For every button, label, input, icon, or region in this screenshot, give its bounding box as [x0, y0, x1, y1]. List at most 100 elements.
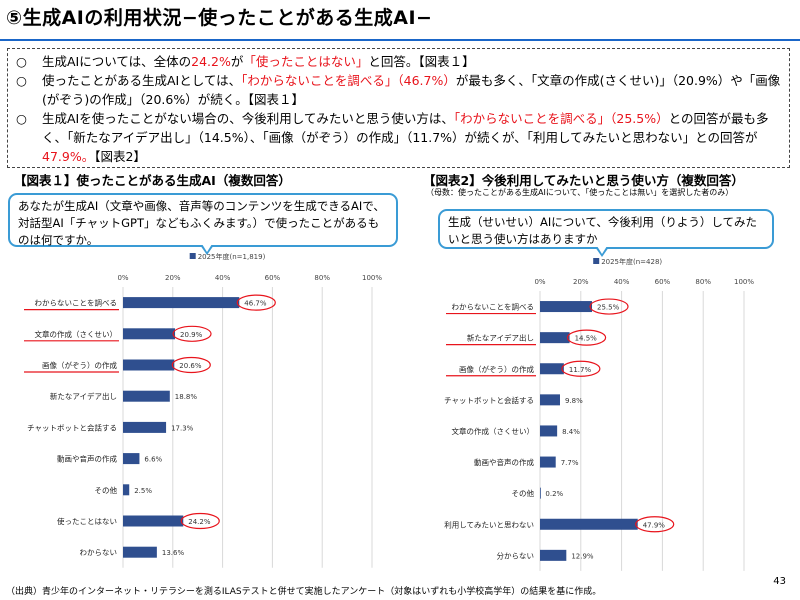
category-label: チャットボットと会話する	[27, 422, 117, 432]
bar	[123, 328, 176, 340]
category-label: わからないことを調べる	[452, 302, 535, 312]
highlighted-text: 「わからないことを調べる」（46.7%）	[241, 73, 456, 88]
bar	[540, 301, 593, 313]
category-label: 文章の作成（さくせい）	[35, 329, 118, 339]
figure1-question-bubble: あなたが生成AI（文章や画像、音声等のコンテンツを生成できるAIで、対話型AI「…	[8, 193, 398, 255]
legend-swatch	[189, 253, 196, 259]
x-tick-label: 20%	[165, 274, 181, 282]
figure1-title: 【図表１】使ったことがある生成AI（複数回答）	[14, 173, 291, 188]
source-note: （出典）青少年のインターネット・リテラシーを測るILASテストと併せて実施したア…	[6, 587, 602, 597]
category-label: 動画や音声の作成	[57, 454, 117, 464]
bar	[123, 390, 170, 402]
summary-box: ○ 生成AIについては、全体の24.2%が「使ったことはない」と回答。【図表１】…	[7, 48, 790, 168]
value-label: 11.7%	[569, 366, 592, 374]
summary-bullet-3-text: 生成AIを使ったことがない場合の、今後利用してみたいと思う使い方は、「わからない…	[42, 111, 768, 164]
figure1-chart: 2025年度(n=1,819) 0% 20% 40% 60% 80% 100% わからないこと…	[24, 252, 382, 568]
summary-text: が最も多く、「文章の作成(さくせい)」（20.9%）や「画像(がぞう)の作成」（…	[42, 73, 781, 107]
bar	[540, 363, 564, 375]
bar	[123, 453, 140, 465]
bar	[540, 518, 638, 530]
value-label: 20.9%	[180, 331, 203, 339]
value-highlight-circle	[172, 325, 212, 342]
value-highlight-circle	[180, 512, 220, 530]
value-label: 24.2%	[188, 518, 211, 526]
value-label: 12.9%	[571, 552, 594, 560]
bullet-mark: ○	[16, 111, 27, 126]
category-label: その他	[95, 485, 118, 495]
x-tick-label: 40%	[215, 274, 231, 282]
category-label: 動画や音声の作成	[474, 457, 534, 467]
x-tick-label: 60%	[655, 278, 671, 286]
title-divider	[0, 39, 800, 41]
bar	[123, 421, 167, 433]
page-number: 43	[773, 576, 786, 587]
value-label: 17.3%	[171, 424, 194, 432]
value-label: 13.6%	[162, 549, 185, 557]
x-tick-label: 20%	[573, 278, 589, 286]
category-label: わからないことを調べる	[35, 298, 118, 308]
value-label: 7.7%	[561, 459, 579, 467]
highlighted-text: 24.2%	[191, 54, 231, 69]
bar	[540, 456, 556, 468]
value-label: 6.6%	[144, 456, 162, 464]
value-highlight-circle	[589, 298, 629, 315]
summary-text: 生成AIについては、全体の	[42, 54, 192, 69]
x-tick-label: 100%	[734, 278, 754, 286]
bar	[123, 515, 184, 527]
category-label: 利用してみたいと思わない	[444, 519, 534, 529]
bar	[540, 425, 558, 437]
value-highlight-circle	[171, 356, 211, 374]
bar	[540, 549, 567, 561]
bar	[123, 484, 130, 496]
bar	[123, 297, 240, 309]
x-tick-label: 80%	[314, 274, 330, 282]
legend-label: 2025年度(n=1,819)	[198, 252, 266, 261]
category-label: その他	[512, 488, 535, 498]
bar	[540, 332, 570, 344]
summary-text: 使ったことがある生成AIとしては、	[42, 73, 242, 88]
value-label: 46.7%	[244, 300, 267, 308]
category-label: 使ったことはない	[57, 516, 117, 526]
bar	[540, 487, 541, 499]
summary-bullet-3: ○ 生成AIを使ったことがない場合の、今後利用してみたいと思う使い方は、「わから…	[16, 109, 781, 166]
summary-text: と回答。【図表１】	[368, 54, 475, 69]
highlighted-text: 47.9%。	[42, 149, 95, 164]
bubble-tail-inner	[597, 246, 607, 254]
highlighted-text: 「使ったことはない」	[243, 54, 369, 69]
summary-text: との回答が最も多く、「新たなアイデア出し」（14.5%）、「画像（がぞう）の作成…	[42, 111, 769, 145]
x-tick-label: 60%	[265, 274, 281, 282]
value-highlight-circle	[635, 516, 675, 533]
value-label: 47.9%	[643, 521, 666, 529]
x-tick-label: 0%	[534, 278, 545, 286]
category-label: わからない	[80, 548, 118, 557]
bar	[123, 359, 175, 371]
summary-text: 生成AIを使ったことがない場合の、今後利用してみたいと思う使い方は、	[42, 111, 454, 126]
summary-text: 【図表2】	[94, 149, 146, 164]
value-highlight-circle	[566, 329, 607, 346]
figure2-note: （母数：使ったことがある生成AIについて、「使ったことは無い」を選択した者のみ）	[426, 188, 734, 197]
category-label: 文章の作成（さくせい）	[452, 426, 535, 436]
x-tick-label: 100%	[362, 274, 382, 282]
value-highlight-circle	[236, 294, 276, 311]
figure1-question: あなたが生成AI（文章や画像、音声等のコンテンツを生成できるAIで、対話型AI「…	[18, 199, 385, 247]
category-label: 新たなアイデア出し	[50, 391, 117, 401]
figure2-question-bubble: 生成（せいせい）AIについて、今後利用（りよう）してみたいと思う使い方はあります…	[438, 209, 774, 257]
figure2-chart: 2025年度(n=428) 0% 20% 40% 60% 80% 100% わからないことを調…	[444, 257, 754, 571]
x-tick-label: 0%	[117, 274, 128, 282]
value-label: 14.5%	[575, 335, 598, 343]
summary-bullet-2-text: 使ったことがある生成AIとしては、「わからないことを調べる」（46.7%）が最も…	[42, 73, 780, 107]
summary-text: が	[230, 54, 244, 69]
summary-bullet-1: ○ 生成AIについては、全体の24.2%が「使ったことはない」と回答。【図表１】	[16, 52, 781, 71]
bullet-mark: ○	[16, 73, 27, 88]
figure2-title: 【図表2】今後利用してみたいと思う使い方（複数回答）	[423, 173, 744, 188]
category-label: 画像（がぞう）の作成	[459, 364, 534, 374]
page-title: ⑤生成AIの利用状況−使ったことがある生成AI−	[6, 7, 433, 29]
x-tick-label: 40%	[614, 278, 630, 286]
value-label: 8.4%	[562, 428, 580, 436]
category-label: 新たなアイデア出し	[467, 333, 534, 343]
category-label: 分からない	[497, 551, 535, 560]
value-label: 9.8%	[565, 397, 583, 405]
value-label: 0.2%	[545, 490, 563, 498]
value-highlight-circle	[561, 360, 601, 377]
value-label: 25.5%	[597, 304, 620, 312]
